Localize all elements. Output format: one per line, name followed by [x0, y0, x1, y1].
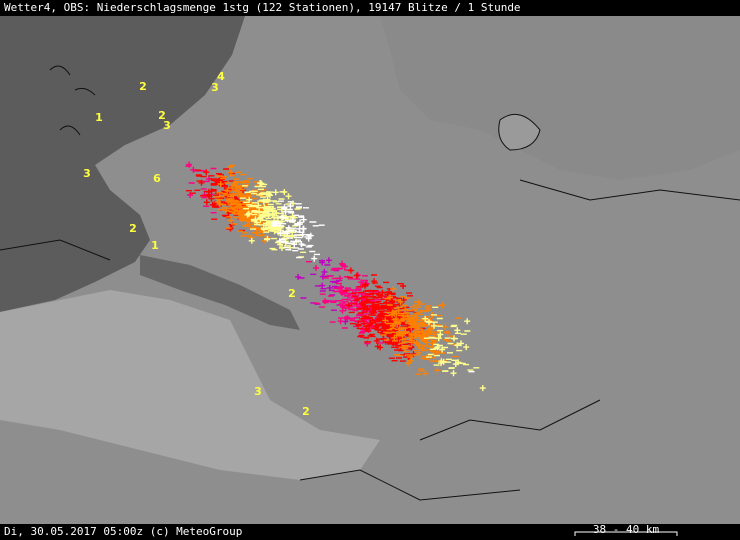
station-value: 2: [158, 109, 166, 122]
scale-bar: [574, 531, 678, 536]
baltic: [380, 16, 740, 180]
station-value: 2: [288, 287, 296, 300]
coast-island: [49, 65, 96, 136]
station-value: 2: [302, 405, 310, 418]
station-value: 2: [139, 80, 147, 93]
footer-bar: [0, 524, 740, 540]
scale-label: 38 - 40 km: [593, 523, 660, 536]
strike-group: [271, 200, 475, 373]
header-bar: [0, 0, 740, 16]
lightning: [185, 161, 486, 392]
footer-text: Di, 30.05.2017 05:00z (c) MeteoGroup: [4, 525, 242, 538]
station-value: 4: [217, 70, 225, 83]
border-line: [0, 179, 740, 501]
station-value: 6: [153, 172, 161, 185]
station-value: 3: [83, 167, 91, 180]
station-value: 2: [129, 222, 137, 235]
station-value: 3: [163, 119, 171, 132]
station-value: 3: [211, 81, 219, 94]
strike-group: [295, 257, 349, 325]
lowland: [0, 290, 380, 480]
sea: [0, 16, 245, 312]
island: [498, 113, 541, 151]
estuary: [140, 255, 300, 330]
station-value: 1: [151, 239, 159, 252]
station-value: 3: [254, 385, 262, 398]
header-title: Wetter4, OBS: Niederschlagsmenge 1stg (1…: [4, 1, 521, 14]
station-value: 1: [95, 111, 103, 124]
